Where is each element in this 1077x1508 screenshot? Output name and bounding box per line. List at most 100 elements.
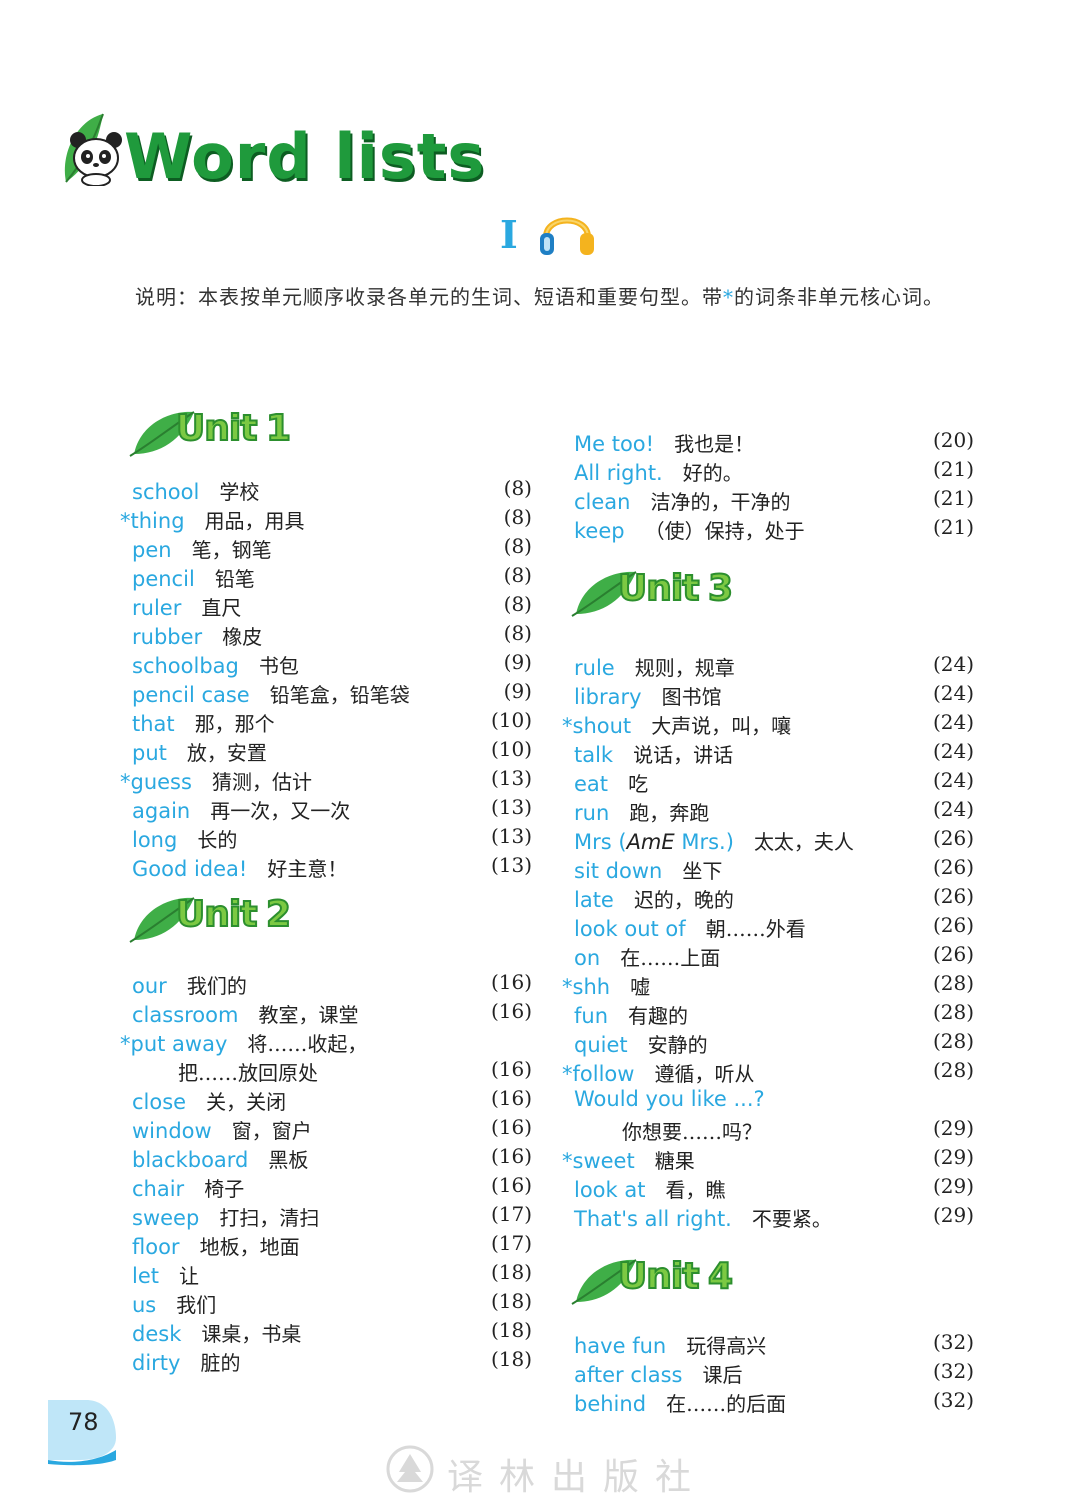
page-ref: (32) — [932, 1359, 974, 1383]
word-en: pencil case — [132, 683, 250, 707]
list-item: again 再一次，又一次 (13) — [120, 795, 532, 824]
list-item: clean 洁净的，干净的 (21) — [562, 486, 974, 515]
word-zh: 坐下 — [682, 859, 723, 883]
page-ref: (8) — [503, 534, 532, 558]
list-item: fun 有趣的 (28) — [562, 1000, 974, 1029]
page-title: Word lists — [124, 120, 486, 193]
page-ref: (28) — [932, 971, 974, 995]
word-zh: 课后 — [702, 1363, 743, 1387]
list-item: school 学校 (8) — [120, 476, 532, 505]
list-item: Good idea! 好主意！ (13) — [120, 853, 532, 882]
list-item: 你想要……吗？ (29) — [562, 1116, 974, 1145]
word-en: *shh — [562, 975, 611, 999]
list-item: eat 吃 (24) — [562, 768, 974, 797]
page-ref: (18) — [490, 1347, 532, 1371]
list-item: put 放，安置 (10) — [120, 737, 532, 766]
page-ref: (8) — [503, 563, 532, 587]
word-en: talk — [574, 743, 614, 767]
word-zh: 大声说，叫，嚷 — [651, 714, 792, 738]
list-item: behind 在……的后面 (32) — [562, 1388, 974, 1417]
page-ref: (8) — [503, 592, 532, 616]
list-item: 把……放回原处 (16) — [120, 1057, 532, 1086]
page-ref: (21) — [932, 486, 974, 510]
page-ref: (32) — [932, 1330, 974, 1354]
unit-2-list: our 我们的 (16) classroom 教室，课堂 (16) *put awa… — [120, 970, 532, 1376]
page-ref: (13) — [490, 824, 532, 848]
publisher-logo-icon — [386, 1445, 434, 1493]
page-ref: (26) — [932, 942, 974, 966]
list-item: our 我们的 (16) — [120, 970, 532, 999]
word-zh: 课桌，书桌 — [201, 1322, 302, 1346]
page-ref: (28) — [932, 1000, 974, 1024]
word-en: *follow — [562, 1062, 635, 1086]
word-en: rubber — [132, 625, 203, 649]
word-en: That's all right. — [574, 1207, 732, 1231]
word-en: clean — [574, 490, 631, 514]
page-ref: (8) — [503, 621, 532, 645]
word-zh: 直尺 — [201, 596, 242, 620]
page-ref: (26) — [932, 826, 974, 850]
region-label: AmE — [626, 830, 675, 854]
word-en: blackboard — [132, 1148, 249, 1172]
word-zh: 我也是！ — [674, 432, 755, 456]
list-item: rubber 橡皮 (8) — [120, 621, 532, 650]
page-ref: (16) — [490, 1173, 532, 1197]
word-en: put — [132, 741, 167, 765]
list-item: run 跑，奔跑 (24) — [562, 797, 974, 826]
word-en: behind — [574, 1392, 647, 1416]
page-ref: (24) — [932, 681, 974, 705]
page-ref: (18) — [490, 1318, 532, 1342]
unit-4-list: have fun 玩得高兴 (32) after class 课后 (32) beh… — [562, 1330, 974, 1417]
list-item: library 图书馆 (24) — [562, 681, 974, 710]
list-item: quiet 安静的 (28) — [562, 1029, 974, 1058]
list-item: Mrs (AmE Mrs.) 太太，夫人 (26) — [562, 826, 974, 855]
word-zh: 图书馆 — [661, 685, 722, 709]
word-en: *thing — [120, 509, 185, 533]
page-ref: (28) — [932, 1029, 974, 1053]
word-zh: 书包 — [258, 654, 299, 678]
list-item: have fun 玩得高兴 (32) — [562, 1330, 974, 1359]
word-zh: 太太，夫人 — [753, 830, 854, 854]
list-item: classroom 教室，课堂 (16) — [120, 999, 532, 1028]
page-ref: (24) — [932, 797, 974, 821]
list-item: That's all right. 不要紧。 (29) — [562, 1203, 974, 1232]
word-en: have fun — [574, 1334, 667, 1358]
page-ref: (13) — [490, 766, 532, 790]
panda-icon — [70, 132, 122, 186]
list-item: rule 规则，规章 (24) — [562, 652, 974, 681]
word-zh: 用品，用具 — [204, 509, 305, 533]
word-zh: 放，安置 — [186, 741, 267, 765]
word-en: long — [132, 828, 178, 852]
word-en: desk — [132, 1322, 182, 1346]
word-en: after class — [574, 1363, 683, 1387]
word-en: schoolbag — [132, 654, 239, 678]
word-en: close — [132, 1090, 187, 1114]
list-item: *thing 用品，用具 (8) — [120, 505, 532, 534]
word-en: All right. — [574, 461, 663, 485]
word-en: *guess — [120, 770, 192, 794]
page-ref: (16) — [490, 970, 532, 994]
list-item: schoolbag 书包 (9) — [120, 650, 532, 679]
word-zh: 铅笔 — [214, 567, 255, 591]
word-en: dirty — [132, 1351, 181, 1375]
headphones-icon — [540, 217, 594, 255]
list-item: *sweet 糖果 (29) — [562, 1145, 974, 1174]
word-zh: 迟的，晚的 — [633, 888, 734, 912]
page-ref: (24) — [932, 768, 974, 792]
list-item: ruler 直尺 (8) — [120, 592, 532, 621]
word-en: library — [574, 685, 642, 709]
page-ref: (17) — [490, 1231, 532, 1255]
word-en: look at — [574, 1178, 646, 1202]
word-zh: 那，那个 — [194, 712, 275, 736]
page-ref: (13) — [490, 795, 532, 819]
unit-number: 3 — [707, 567, 734, 610]
page-ref: (24) — [932, 652, 974, 676]
word-en: rule — [574, 656, 615, 680]
list-item: dirty 脏的 (18) — [120, 1347, 532, 1376]
word-zh: 好主意！ — [267, 857, 348, 881]
word-zh: 椅子 — [204, 1177, 245, 1201]
page-ref: (26) — [932, 884, 974, 908]
list-item: window 窗，窗户 (16) — [120, 1115, 532, 1144]
word-zh: 不要紧。 — [751, 1207, 832, 1231]
word-en: *shout — [562, 714, 632, 738]
